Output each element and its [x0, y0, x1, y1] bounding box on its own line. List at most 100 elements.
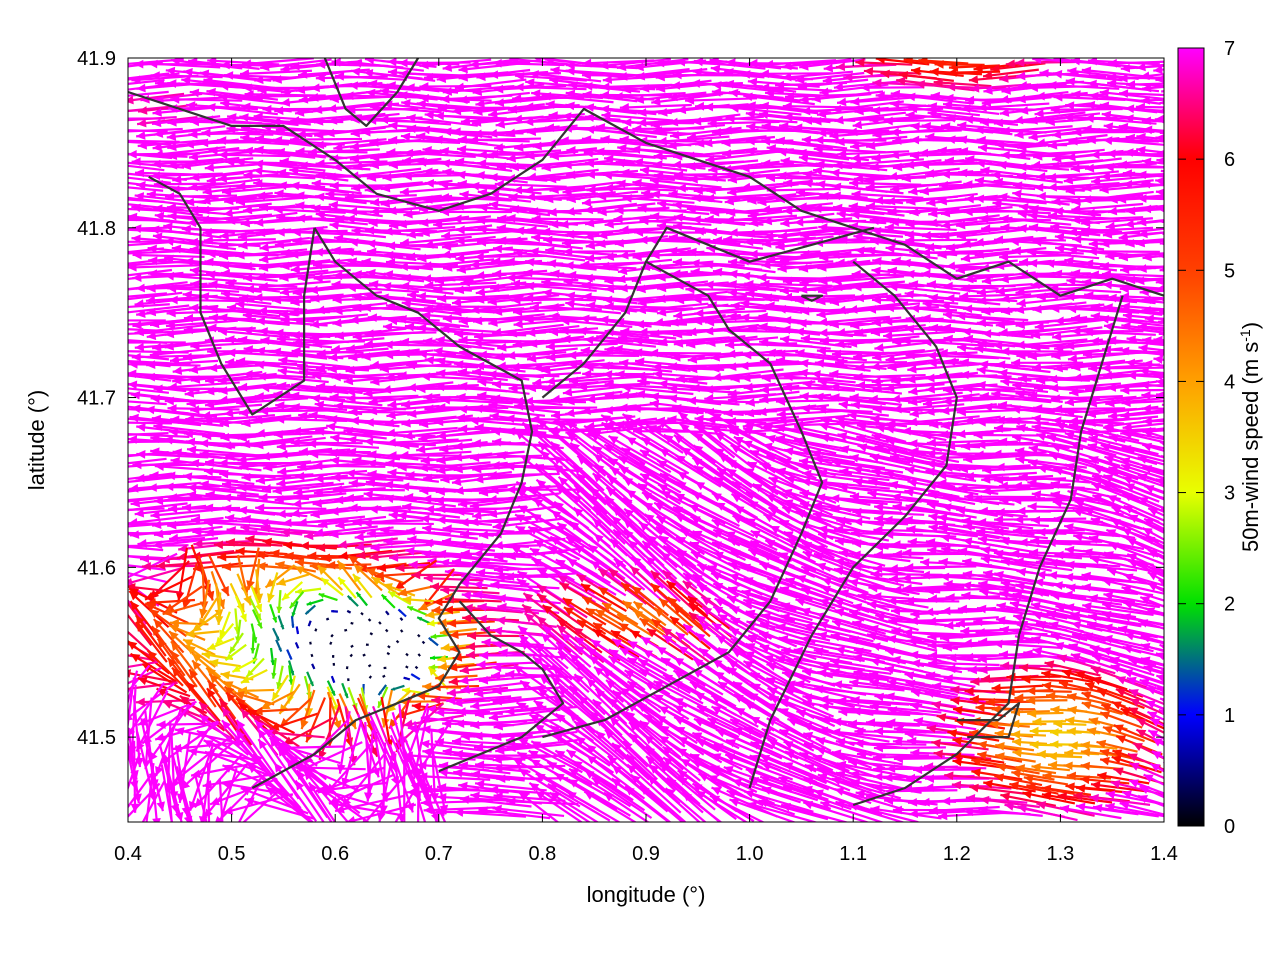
wind-arrow-head [653, 151, 663, 161]
wind-arrow-head [835, 137, 845, 147]
wind-arrow [651, 92, 723, 106]
wind-arrow [275, 125, 348, 135]
wind-arrow [835, 62, 897, 72]
wind-arrow-head [315, 73, 325, 83]
wind-arrow-head [1084, 114, 1095, 123]
wind-arrow [1125, 133, 1164, 143]
wind-arrow-shaft [524, 117, 597, 124]
wind-arrow-head [695, 139, 705, 148]
wind-arrow-head [764, 59, 774, 69]
wind-arrow [653, 160, 726, 169]
wind-arrow [218, 92, 291, 106]
wind-arrow-shaft [1135, 105, 1164, 109]
wind-arrow-head [1157, 150, 1164, 157]
wind-arrow [585, 125, 657, 139]
wind-arrow [927, 102, 1000, 116]
wind-arrow-head [186, 101, 196, 110]
wind-arrow-head [489, 149, 499, 159]
wind-arrow-head [473, 107, 483, 116]
wind-arrow-shaft [226, 127, 299, 138]
wind-arrow-head [170, 58, 181, 66]
wind-arrow-head [112, 158, 121, 167]
wind-arrow-head [746, 101, 756, 111]
wind-arrow-head [745, 146, 755, 156]
wind-arrow-shaft [239, 69, 312, 76]
wind-arrow [181, 76, 253, 89]
wind-arrow-head [494, 98, 505, 107]
wind-arrow [1141, 83, 1164, 93]
wind-arrow-head [262, 104, 272, 114]
wind-arrow-head [615, 158, 626, 168]
wind-arrow-shaft [1106, 152, 1164, 158]
wind-arrow-shaft [908, 106, 980, 117]
wind-arrow-head [370, 153, 380, 162]
wind-arrow-head [566, 145, 576, 155]
wind-arrow-head [398, 91, 408, 100]
wind-arrow-head [1064, 113, 1074, 123]
wind-arrow-head [148, 59, 158, 69]
wind-arrow-head [944, 93, 954, 103]
wind-arrow-head [495, 119, 506, 129]
wind-arrow [775, 136, 848, 150]
wind-arrow-head [116, 330, 125, 339]
wind-arrow-head [1089, 91, 1099, 101]
wind-arrow-head [1136, 145, 1146, 155]
wind-arrow [1013, 111, 1086, 125]
wind-arrow-shaft [526, 157, 599, 169]
wind-arrow-shaft [514, 74, 587, 82]
wind-arrow-head [361, 127, 371, 137]
wind-arrow [617, 68, 690, 81]
wind-arrow-head [741, 70, 751, 79]
wind-arrow-head [694, 101, 705, 111]
wind-arrow-head [1124, 104, 1135, 114]
wind-arrow-head [854, 106, 864, 116]
wind-arrow-head [927, 109, 938, 119]
wind-arrow-head [1141, 116, 1152, 126]
wind-arrow [206, 87, 279, 101]
wind-arrow-head [116, 261, 125, 270]
wind-arrow-head [1154, 114, 1164, 124]
wind-arrow-shaft [128, 164, 165, 172]
wind-arrow [782, 70, 854, 82]
wind-arrow-head [95, 114, 104, 123]
wind-arrow-head [525, 151, 535, 160]
wind-arrow-head [207, 58, 217, 66]
wind-arrow-shaft [388, 138, 461, 145]
wind-arrow [153, 125, 226, 138]
wind-arrow-head [983, 86, 993, 95]
wind-arrow-head [1126, 80, 1136, 89]
wind-arrow-head [401, 99, 411, 108]
wind-arrow [327, 112, 400, 125]
wind-arrow [512, 113, 585, 124]
wind-arrow-head [99, 171, 108, 180]
wind-arrow-head [386, 147, 396, 157]
wind-arrow-head [1085, 100, 1096, 110]
wind-arrow-head [290, 61, 300, 71]
wind-arrow-shaft [242, 58, 314, 66]
wind-arrow-head [919, 148, 929, 158]
wind-arrow-head [136, 131, 146, 140]
wind-arrow-shaft [1052, 72, 1123, 82]
wind-arrow [1136, 132, 1164, 142]
wind-arrow-head [937, 146, 947, 156]
wind-arrow-head [743, 92, 753, 102]
wind-arrow-shaft [1050, 107, 1123, 111]
wind-arrow-head [1125, 133, 1136, 143]
wind-arrow-head [458, 95, 468, 105]
wind-arrow-head [416, 99, 426, 109]
wind-arrow-head [745, 109, 756, 119]
wind-arrow-head [890, 99, 900, 109]
wind-arrow-head [667, 141, 677, 150]
wind-arrow-head [199, 69, 210, 79]
wind-arrow-head [676, 105, 687, 115]
wind-arrow-shaft [692, 70, 765, 79]
wind-arrow [315, 159, 388, 168]
wind-arrow [1159, 100, 1164, 105]
wind-arrow-head [272, 75, 283, 84]
wind-arrow [1032, 148, 1105, 161]
wind-arrow-head [993, 118, 1004, 128]
wind-arrow-head [562, 160, 572, 170]
wind-arrow [150, 71, 223, 80]
wind-arrow-shaft [1140, 98, 1164, 102]
wind-arrow-head [526, 127, 537, 137]
